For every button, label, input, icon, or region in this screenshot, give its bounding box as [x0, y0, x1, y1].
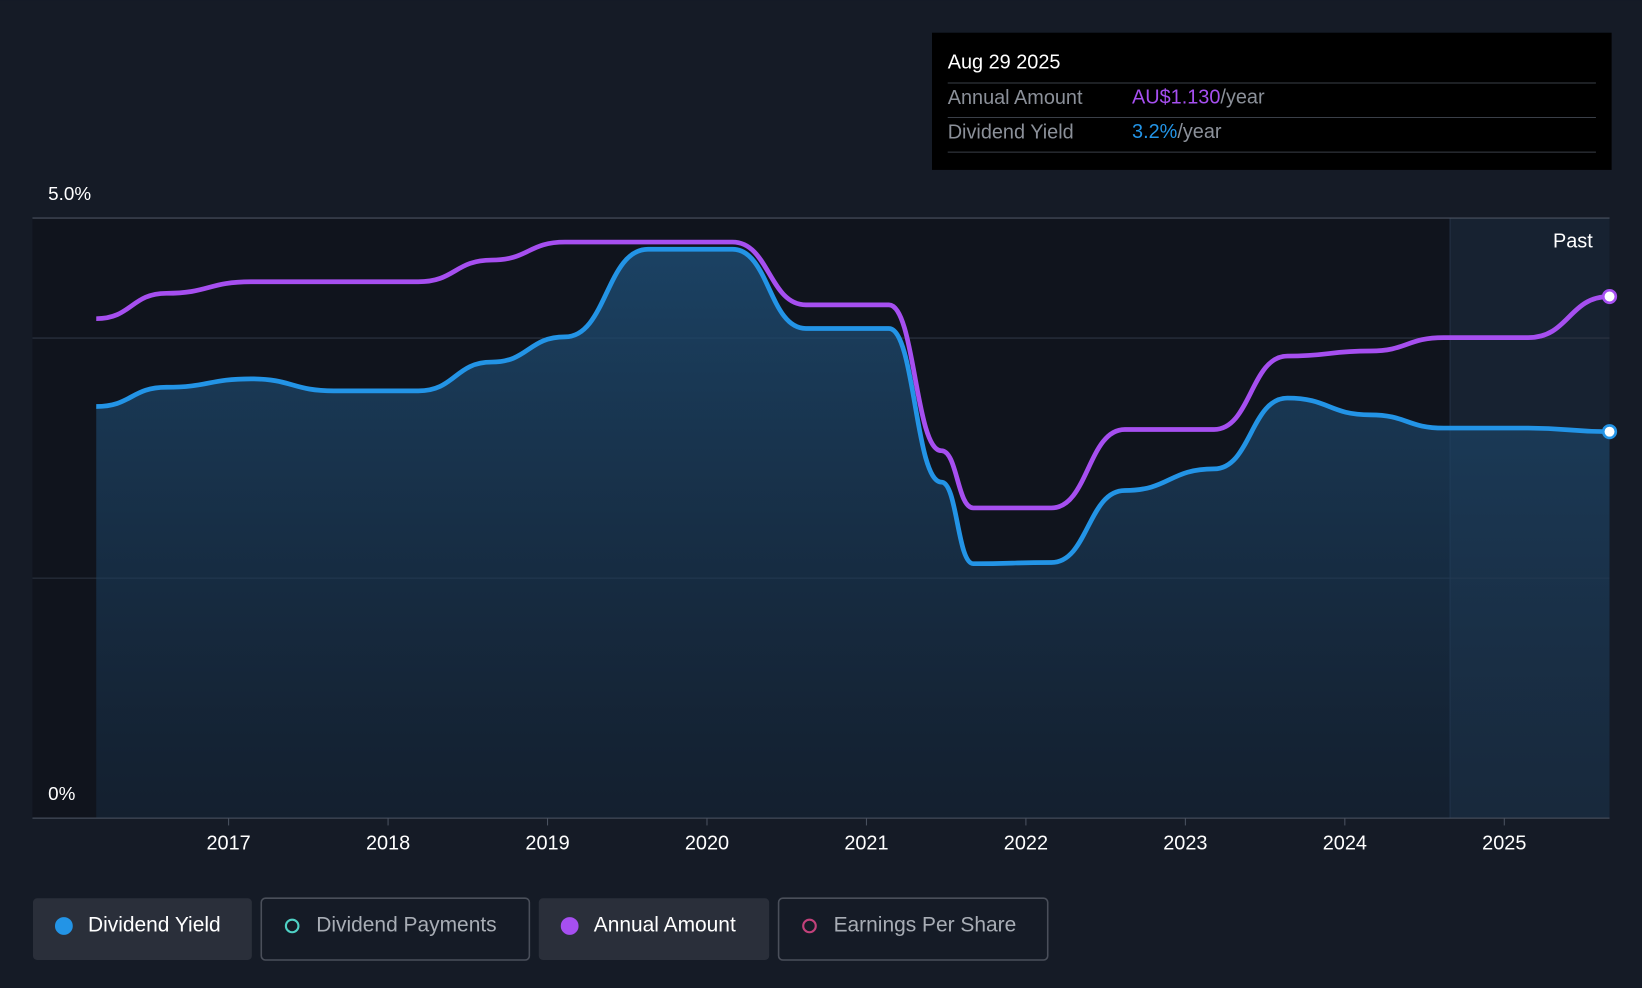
legend-item[interactable]: Earnings Per Share	[777, 897, 1049, 961]
tooltip-amount: AU$1.130	[1132, 87, 1220, 109]
legend-label: Dividend Payments	[316, 913, 496, 936]
x-tick-label: 2021	[844, 833, 888, 855]
legend-label: Annual Amount	[594, 913, 736, 936]
x-tick-label: 2018	[366, 833, 410, 855]
y-tick-label: 5.0%	[48, 183, 91, 204]
x-tick-label: 2017	[206, 833, 250, 855]
x-tick-label: 2024	[1323, 833, 1367, 855]
x-tick-label: 2022	[1004, 833, 1048, 855]
legend-label: Dividend Yield	[88, 913, 221, 936]
legend-box	[260, 897, 531, 961]
legend-box	[777, 897, 1049, 961]
yield-area	[96, 249, 1610, 819]
series-line	[96, 239, 1610, 511]
tooltip-label: Annual Amount	[948, 87, 1083, 109]
tooltip-unit: /year	[1220, 87, 1265, 109]
tooltip-date: Aug 29 2025	[948, 51, 1061, 73]
x-tick-label: 2020	[685, 833, 729, 855]
tooltip-value: 3.2%/year	[1132, 121, 1222, 143]
legend-label: Earnings Per Share	[834, 913, 1017, 936]
tooltip-amount: 3.2%	[1132, 121, 1177, 143]
tooltip-label: Dividend Yield	[948, 121, 1074, 143]
legend-marker	[284, 918, 300, 934]
legend-item[interactable]: Dividend Yield	[32, 898, 252, 961]
legend-box	[538, 898, 770, 961]
legend-item[interactable]: Dividend Payments	[260, 897, 531, 961]
end-dot	[1601, 288, 1618, 305]
legend-box	[32, 898, 252, 961]
legend-item[interactable]: Annual Amount	[538, 898, 770, 961]
past-label: Past	[1553, 230, 1593, 252]
tooltip-box	[932, 32, 1612, 170]
legend-marker	[802, 918, 817, 934]
series-line	[96, 246, 1610, 567]
tooltip-unit: /year	[1177, 121, 1222, 143]
end-dot	[1601, 424, 1618, 440]
x-tick-label: 2023	[1163, 833, 1207, 855]
x-tick-label: 2019	[525, 833, 569, 855]
tooltip: Aug 29 2025 Annual Amount AU$1.130/year Div…	[932, 32, 1612, 170]
tooltip-value: AU$1.130/year	[1132, 87, 1265, 109]
y-tick-label: 0%	[48, 783, 75, 804]
legend-marker	[54, 917, 73, 935]
x-tick-label: 2025	[1482, 833, 1526, 855]
legend-marker	[560, 917, 579, 935]
